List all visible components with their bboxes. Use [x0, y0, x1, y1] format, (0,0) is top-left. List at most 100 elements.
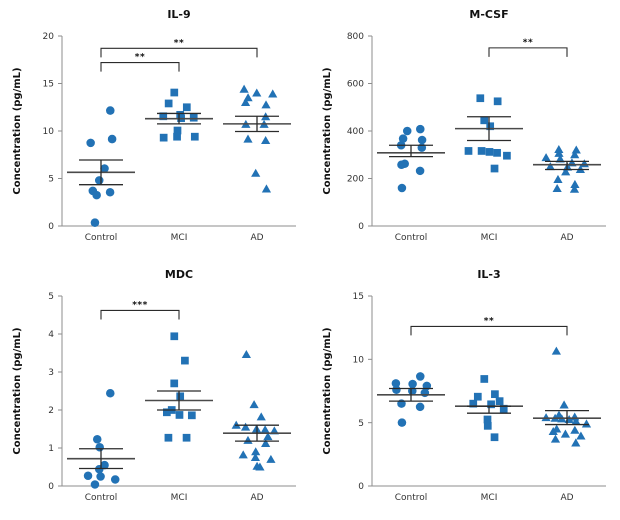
- data-point: [94, 465, 104, 474]
- y-tick-label: 200: [347, 175, 364, 185]
- data-point: [561, 167, 571, 176]
- data-point: [187, 411, 196, 420]
- data-point: [493, 97, 502, 106]
- significance-label: ***: [132, 300, 148, 310]
- y-tick-label: 5: [48, 292, 54, 302]
- data-point: [486, 122, 495, 131]
- panel-il9: IL-9 0 5 10 15 20 Concentration (pg/mL) Control…: [0, 0, 310, 260]
- data-point: [159, 112, 168, 121]
- data-point: [464, 147, 473, 155]
- data-point: [554, 145, 564, 154]
- data-point: [243, 134, 253, 143]
- data-point: [241, 350, 251, 359]
- significance-label: **: [174, 38, 184, 48]
- x-category-label-control: Control: [85, 493, 118, 503]
- data-point: [189, 113, 198, 122]
- data-point: [90, 480, 100, 489]
- data-point: [480, 116, 489, 125]
- data-point: [487, 400, 495, 409]
- data-point: [420, 388, 430, 398]
- data-point: [94, 176, 104, 185]
- x-category-label-ad: AD: [250, 233, 263, 243]
- significance-label: **: [523, 38, 533, 48]
- data-point: [251, 168, 261, 177]
- data-point: [170, 332, 179, 341]
- data-point: [162, 408, 171, 417]
- data-point: [570, 425, 580, 434]
- significance-label: **: [484, 316, 494, 326]
- data-point: [490, 164, 499, 173]
- data-point: [541, 413, 551, 422]
- data-point: [416, 372, 425, 381]
- data-point: [541, 153, 551, 162]
- data-point: [182, 103, 191, 112]
- panel-mdc: MDC 0 1 2 3 4 5 Concentration (pg/mL) Control MCI…: [0, 260, 310, 520]
- data-point: [92, 190, 101, 200]
- x-category-label-control: Control: [395, 233, 428, 243]
- data-point: [83, 471, 93, 481]
- data-point: [550, 434, 561, 443]
- data-point: [415, 166, 425, 176]
- data-point: [480, 375, 489, 383]
- data-point: [570, 179, 580, 188]
- x-category-label-ad: AD: [560, 233, 573, 243]
- y-tick-label: 4: [48, 330, 54, 340]
- data-point: [260, 425, 270, 434]
- data-point: [392, 385, 401, 394]
- data-point: [415, 402, 425, 412]
- x-category-label-control: Control: [395, 493, 428, 503]
- data-point: [552, 183, 562, 192]
- panel-title-mdc: MDC: [165, 268, 193, 281]
- significance-bracket: [100, 62, 180, 72]
- significance-bracket: [100, 309, 180, 320]
- data-point: [159, 133, 168, 142]
- data-point: [268, 89, 278, 98]
- data-point: [239, 84, 249, 93]
- data-point: [240, 422, 251, 431]
- significance-bracket: [488, 47, 568, 57]
- y-tick-label: 10: [43, 127, 55, 137]
- data-point: [408, 379, 417, 389]
- x-category-label-ad: AD: [250, 493, 263, 503]
- data-point: [240, 97, 251, 107]
- data-point: [491, 390, 499, 399]
- y-tick-label: 0: [358, 222, 364, 232]
- panel-il3: IL-3 0 5 10 15 Concentration (pg/mL) Control MC…: [310, 260, 620, 520]
- data-point: [402, 126, 412, 136]
- data-point: [560, 429, 571, 438]
- data-point: [261, 184, 272, 193]
- data-point: [252, 88, 262, 97]
- data-point: [263, 432, 273, 441]
- data-point: [110, 475, 120, 484]
- data-point: [397, 183, 407, 193]
- data-point: [483, 421, 492, 430]
- data-point: [391, 379, 401, 388]
- data-point: [477, 147, 486, 155]
- data-point: [255, 462, 265, 471]
- data-point: [90, 218, 100, 227]
- data-point: [551, 346, 561, 355]
- panel-title-il9: IL-9: [167, 8, 190, 21]
- data-point: [397, 160, 406, 169]
- data-point: [569, 184, 580, 193]
- y-tick-label: 0: [358, 482, 364, 492]
- y-tick-label: 5: [358, 419, 364, 429]
- data-point: [571, 416, 581, 425]
- data-point: [173, 132, 181, 141]
- data-point: [473, 392, 482, 401]
- data-point: [476, 94, 485, 103]
- significance-label: **: [135, 53, 145, 63]
- data-point: [261, 438, 271, 447]
- data-point: [250, 452, 261, 462]
- data-point: [397, 418, 407, 427]
- data-point: [570, 150, 580, 159]
- data-point: [100, 164, 109, 173]
- data-point: [499, 404, 508, 413]
- y-tick-label: 0: [48, 482, 54, 492]
- data-point: [554, 148, 564, 157]
- significance-bracket: [410, 325, 568, 336]
- x-category-label-mci: MCI: [481, 233, 498, 243]
- data-point: [92, 434, 102, 444]
- data-point: [545, 162, 555, 171]
- y-tick-label: 15: [43, 80, 54, 90]
